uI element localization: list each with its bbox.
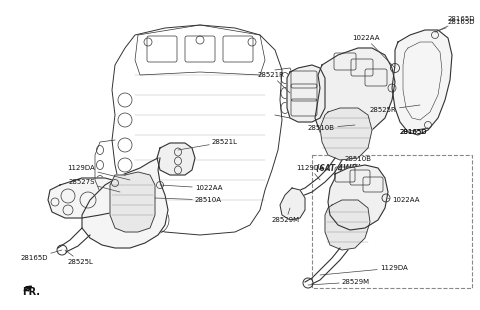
Polygon shape xyxy=(82,158,168,248)
Text: 28165D: 28165D xyxy=(435,19,476,32)
Polygon shape xyxy=(328,165,388,230)
Text: 28525R: 28525R xyxy=(370,105,420,113)
Text: (6AT 4WD): (6AT 4WD) xyxy=(316,164,361,173)
Text: 28510B: 28510B xyxy=(308,125,355,131)
Text: 28521L: 28521L xyxy=(178,139,238,150)
Polygon shape xyxy=(315,48,395,142)
Polygon shape xyxy=(392,30,452,135)
Text: 1022AA: 1022AA xyxy=(352,35,395,68)
Polygon shape xyxy=(287,65,325,122)
Text: 28165D: 28165D xyxy=(400,129,428,135)
Text: 1129DA: 1129DA xyxy=(320,265,408,275)
Text: 28527S: 28527S xyxy=(69,179,120,192)
Text: 28165D: 28165D xyxy=(400,128,428,135)
Text: 1129DA: 1129DA xyxy=(296,165,324,180)
Text: FR.: FR. xyxy=(22,287,40,297)
Text: 28529M: 28529M xyxy=(272,208,300,223)
Text: 1129DA: 1129DA xyxy=(67,165,130,180)
Text: 28510A: 28510A xyxy=(155,197,222,203)
Text: 28525L: 28525L xyxy=(65,250,94,265)
Bar xyxy=(312,155,472,288)
Text: 28521R: 28521R xyxy=(258,72,290,93)
Text: 28510B: 28510B xyxy=(345,156,372,162)
Polygon shape xyxy=(157,143,195,175)
Text: 28165D: 28165D xyxy=(448,16,476,22)
Polygon shape xyxy=(48,178,125,218)
Polygon shape xyxy=(280,188,305,220)
Text: 28165D: 28165D xyxy=(21,250,62,261)
Polygon shape xyxy=(320,108,372,160)
Polygon shape xyxy=(325,200,370,250)
Text: 1022AA: 1022AA xyxy=(386,197,420,203)
Text: 1022AA: 1022AA xyxy=(160,185,223,191)
Text: 28529M: 28529M xyxy=(308,279,370,285)
Polygon shape xyxy=(110,172,155,232)
